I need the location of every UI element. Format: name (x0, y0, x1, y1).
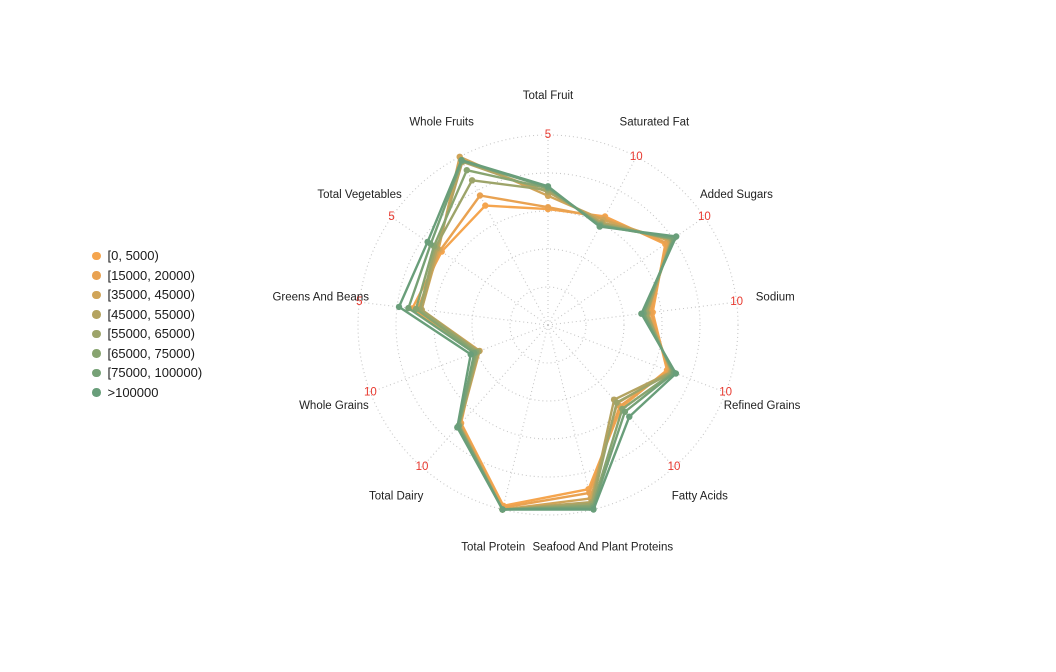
legend-swatch-icon (92, 388, 101, 397)
grid-spoke (547, 324, 595, 510)
data-point (454, 424, 461, 431)
data-point (395, 303, 403, 311)
axis-tick-label: 10 (698, 211, 711, 223)
legend-swatch-icon (92, 368, 101, 377)
data-point (412, 305, 420, 313)
grid-ring (471, 248, 625, 402)
legend-swatch-icon (92, 290, 101, 299)
axis-label: Whole Fruits (409, 116, 474, 128)
legend-item: [0, 5000) (88, 246, 202, 266)
data-point (626, 413, 633, 420)
legend-swatch-icon (92, 271, 101, 280)
data-point (672, 370, 680, 377)
legend-label: [15000, 20000) (107, 267, 195, 283)
grid-ring (509, 286, 587, 364)
legend-swatch-icon (92, 349, 101, 358)
grid-spoke (359, 301, 549, 326)
data-point (613, 399, 620, 406)
grid-spoke (547, 156, 637, 326)
data-point (544, 204, 552, 211)
axis-tick-label: 10 (416, 461, 429, 473)
legend-item: [75000, 100000) (88, 363, 202, 383)
axis-tick-label: 10 (668, 461, 681, 473)
axis-label: Greens And Beans (272, 291, 369, 303)
legend-label: [0, 5000) (107, 248, 159, 264)
legend-item: [45000, 55000) (88, 305, 202, 325)
data-point (468, 177, 476, 184)
legend-label: [75000, 100000) (107, 365, 203, 381)
legend-item: [35000, 45000) (88, 285, 202, 305)
data-point (638, 310, 645, 317)
axis-tick-label: 10 (730, 296, 743, 308)
legend-label: [65000, 75000) (107, 345, 195, 361)
series-line (420, 160, 673, 511)
axis-label: Saturated Fat (620, 116, 690, 128)
axis-label: Total Vegetables (317, 189, 402, 201)
axis-tick-label: 10 (364, 386, 377, 398)
grid-spoke (547, 216, 705, 326)
series-line (397, 158, 678, 511)
data-point (596, 223, 603, 230)
grid-spoke (421, 324, 549, 468)
axis-label: Total Fruit (523, 90, 574, 102)
legend-item: [55000, 65000) (88, 324, 202, 344)
axis-label: Seafood And Plant Proteins (532, 541, 673, 553)
data-point (467, 351, 474, 358)
axis-label: Fatty Acids (672, 490, 728, 502)
grid-spoke (501, 324, 549, 510)
axis-label: Sodium (756, 291, 795, 303)
data-point (544, 183, 552, 190)
legend-swatch-icon (92, 251, 101, 260)
legend-swatch-icon (92, 310, 101, 319)
data-point (476, 192, 484, 199)
series-line (416, 194, 670, 509)
legend-item: [15000, 20000) (88, 266, 202, 286)
axis-tick-label: 10 (719, 386, 732, 398)
axis-label: Refined Grains (724, 400, 801, 412)
data-point (482, 202, 489, 209)
data-point (405, 304, 412, 312)
legend-item: [65000, 75000) (88, 344, 202, 364)
axis-tick-label: 5 (545, 129, 551, 141)
grid-spoke (547, 324, 726, 393)
legend-label: >100000 (107, 384, 159, 400)
axis-label: Whole Grains (299, 400, 369, 412)
data-point (590, 506, 597, 513)
legend-label: [35000, 45000) (107, 287, 195, 303)
legend-swatch-icon (92, 329, 101, 338)
legend-label: [55000, 65000) (107, 326, 195, 342)
legend-item: >100000 (88, 383, 202, 403)
data-point (621, 408, 629, 415)
grid-ring (357, 134, 739, 516)
axis-tick-label: 5 (356, 296, 362, 308)
series-line (411, 204, 669, 507)
axis-tick-label: 10 (630, 151, 643, 163)
axis-label: Total Protein (461, 541, 525, 553)
data-point (424, 238, 431, 246)
data-point (458, 156, 465, 164)
axis-tick-label: 5 (388, 211, 394, 223)
grid-ring (395, 172, 701, 478)
axis-label: Added Sugars (700, 189, 773, 201)
axis-label: Total Dairy (369, 490, 424, 502)
data-point (673, 233, 680, 240)
data-point (463, 167, 470, 174)
legend-label: [45000, 55000) (107, 306, 195, 322)
chart-legend: [0, 5000) [15000, 20000) [35000, 45000) [45… (88, 246, 202, 402)
data-point (499, 506, 506, 513)
